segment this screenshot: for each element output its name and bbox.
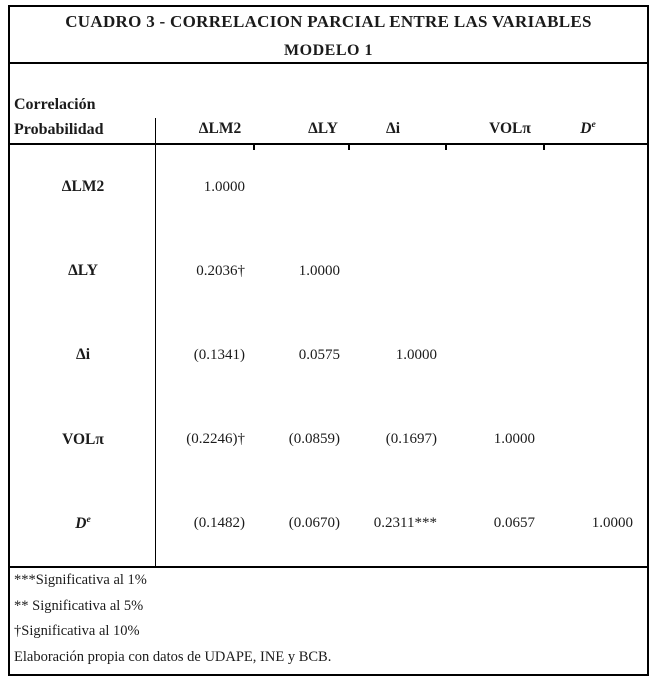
column-header-de-base: D	[580, 120, 592, 137]
row-label-de: De	[10, 513, 156, 533]
column-header-de: De	[580, 120, 595, 138]
matrix-cell: (0.0670)	[288, 515, 340, 532]
matrix-cell: 0.0575	[298, 346, 340, 363]
column-header-dly: ΔLY	[308, 120, 338, 137]
matrix-cell: 0.2311***	[373, 515, 437, 532]
header-corner: Correlación Probabilidad	[14, 92, 104, 142]
table-row: Δi (0.1341) 0.0575 1.0000	[10, 313, 647, 397]
footnote-10pct: †Significativa al 10%	[14, 623, 140, 639]
table-row: VOLπ (0.2246)† (0.0859) (0.1697) 1.0000	[10, 398, 647, 482]
footnotes: ***Significativa al 1% ** Significativa …	[14, 568, 331, 670]
column-headers: ΔLM2 ΔLY Δi VOLπ De	[10, 120, 647, 142]
corner-label-probabilidad: Probabilidad	[14, 121, 104, 138]
row-label-de-base: D	[75, 514, 87, 532]
table-row: De (0.1482) (0.0670) 0.2311*** 0.0657 1.…	[10, 482, 647, 566]
matrix-cell: (0.1482)	[193, 515, 245, 532]
matrix-cell: 1.0000	[395, 346, 437, 363]
title-divider	[10, 62, 647, 64]
header-divider	[10, 143, 647, 145]
column-tick	[348, 143, 350, 150]
matrix-cell: (0.1341)	[193, 346, 245, 363]
matrix-cell: 1.0000	[298, 262, 340, 279]
row-label-di: Δi	[75, 346, 91, 364]
footnote-1pct: ***Significativa al 1%	[14, 572, 147, 588]
column-tick	[543, 143, 545, 150]
row-label-de-sup: e	[86, 513, 91, 525]
matrix-cell: 1.0000	[203, 178, 245, 195]
footnote-divider	[10, 566, 647, 568]
table-row: ΔLY 0.2036† 1.0000	[10, 229, 647, 313]
table-row: ΔLM2 1.0000	[10, 145, 647, 229]
column-tick	[253, 143, 255, 150]
table-title: CUADRO 3 - CORRELACION PARCIAL ENTRE LAS…	[65, 12, 592, 31]
matrix-cell: (0.2246)†	[186, 431, 245, 448]
matrix-cell: 1.0000	[591, 515, 633, 532]
corner-label-correlacion: Correlación	[14, 96, 96, 113]
matrix-cell: 0.2036†	[196, 262, 245, 279]
matrix-cell: (0.0859)	[288, 431, 340, 448]
matrix-cell: 0.0657	[493, 515, 535, 532]
column-header-volpi: VOLπ	[489, 120, 531, 137]
matrix-cell: (0.1697)	[385, 431, 437, 448]
row-label-dlm2: ΔLM2	[61, 178, 105, 196]
correlation-matrix: ΔLM2 1.0000 ΔLY 0.2036† 1.0000 Δi (0.134…	[10, 145, 647, 566]
column-header-di: Δi	[385, 120, 401, 137]
column-header-dlm2: ΔLM2	[198, 120, 242, 137]
footnote-5pct: ** Significativa al 5%	[14, 597, 144, 614]
footnote-source: Elaboración propia con datos de UDAPE, I…	[14, 648, 332, 665]
row-label-volpi: VOLπ	[62, 430, 104, 448]
table-subtitle: MODELO 1	[284, 42, 373, 59]
cuadro-3-table: CUADRO 3 - CORRELACION PARCIAL ENTRE LAS…	[8, 5, 649, 676]
column-tick	[445, 143, 447, 150]
column-header-de-sup: e	[591, 118, 596, 130]
matrix-cell: 1.0000	[493, 431, 535, 448]
title-block: CUADRO 3 - CORRELACION PARCIAL ENTRE LAS…	[10, 7, 647, 60]
label-column-divider	[154, 118, 156, 568]
row-label-dly: ΔLY	[68, 262, 98, 280]
